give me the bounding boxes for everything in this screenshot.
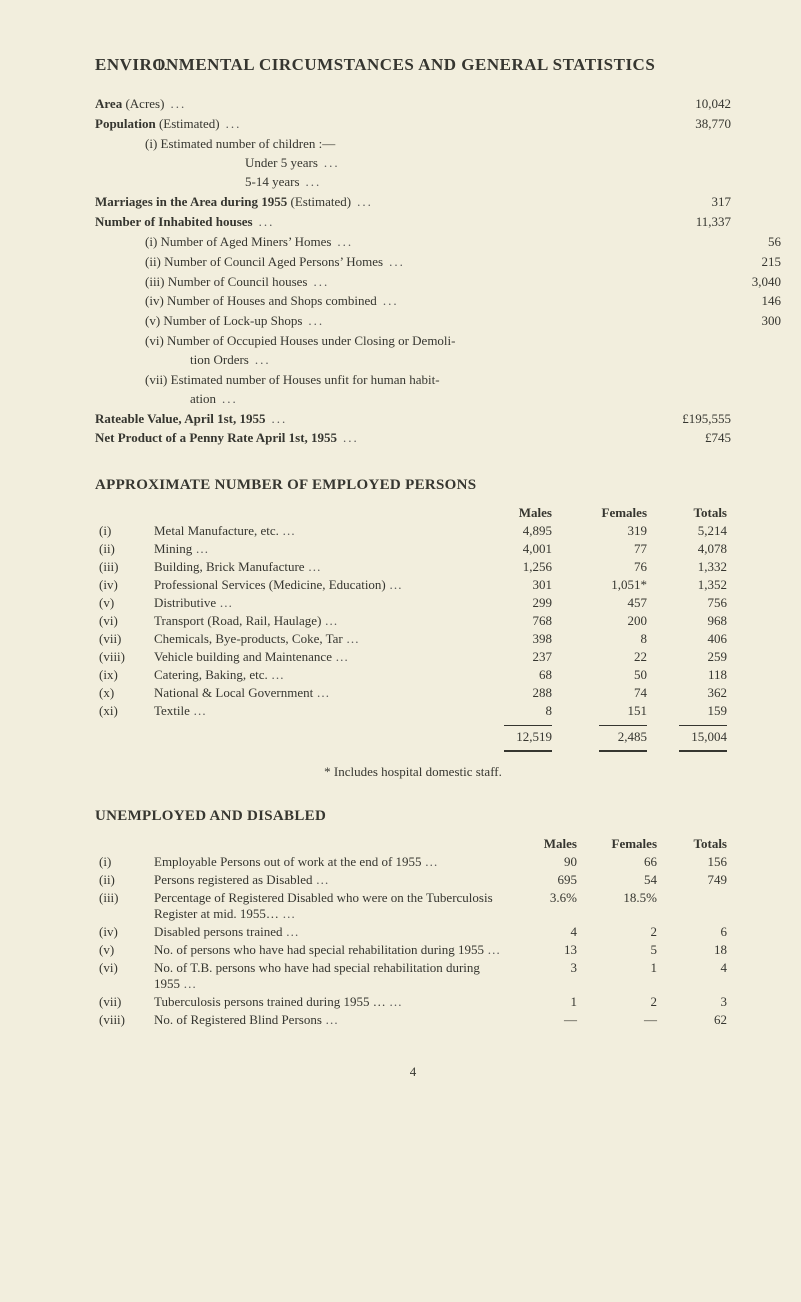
stat-value: 317 [671,193,731,212]
table-row: (iv)Disabled persons trained …426 [95,923,731,941]
stat-row: (vii) Estimated number of Houses unfit f… [95,371,781,390]
stat-label: (iv) Number of Houses and Shops combined [145,292,377,311]
stat-row: (i) Number of Aged Miners’ Homes...56 [95,233,781,253]
section-1: 1. ENVIRONMENTAL CIRCUMSTANCES AND GENER… [95,55,731,75]
stat-row: tion Orders...Nil [95,351,801,371]
col-females: Females [556,504,651,522]
section-1-number: 1. [155,55,168,75]
section-2-heading: APPROXIMATE NUMBER OF EMPLOYED PERSONS [95,477,731,494]
stat-label: 5-14 years [245,173,300,192]
stat-row: (ii) Number of Council Aged Persons’ Hom… [95,253,781,273]
stat-label: Rateable Value, April 1st, 1955 [95,410,265,429]
table-row: (iii)Building, Brick Manufacture …1,2567… [95,558,731,576]
totals-row: 12,519 2,485 15,004 [95,728,731,746]
stat-row: (iv) Number of Houses and Shops combined… [95,292,781,312]
total-females: 2,485 [556,728,651,746]
table-row: (i)Employable Persons out of work at the… [95,853,731,871]
stat-label: Marriages in the Area during 1955 (Estim… [95,193,351,212]
stat-value: £745 [671,429,731,448]
table-row: (vii)Chemicals, Bye-products, Coke, Tar … [95,630,731,648]
table-footnote: * Includes hospital domestic staff. [95,764,731,780]
stat-label: (v) Number of Lock-up Shops [145,312,302,331]
col-females-3: Females [581,835,661,853]
unemployed-disabled-table: Males Females Totals (i)Employable Perso… [95,835,731,1029]
stat-row: (iii) Number of Council houses...3,040 [95,273,781,293]
page-number: 4 [95,1064,731,1080]
table-row: (v)No. of persons who have had special r… [95,941,731,959]
stat-value: 38,770 [671,115,731,134]
stat-value: 215 [721,253,781,272]
table-row: (xi)Textile …8151159 [95,702,731,720]
stat-label: ation [190,390,216,409]
table-row: (iv)Professional Services (Medicine, Edu… [95,576,731,594]
stat-value: 300 [721,312,781,331]
table-row: (viii)Vehicle building and Maintenance …… [95,648,731,666]
stat-row: (i) Estimated number of children :— [95,135,781,154]
table-row: (vii)Tuberculosis persons trained during… [95,993,731,1011]
stat-value: £195,555 [671,410,731,429]
section-3-heading: UNEMPLOYED AND DISABLED [95,808,731,825]
table-row: (iii)Percentage of Registered Disabled w… [95,889,731,923]
stat-row: Area (Acres)...10,042 [95,95,731,115]
stat-row: Marriages in the Area during 1955 (Estim… [95,193,731,213]
stat-label: (iii) Number of Council houses [145,273,307,292]
stat-row: Population (Estimated)...38,770 [95,115,731,135]
stat-label: Area (Acres) [95,95,164,114]
stat-label: (vii) Estimated number of Houses unfit f… [145,371,440,390]
table-row: (ii)Persons registered as Disabled …6955… [95,871,731,889]
stat-value: Nil [766,351,801,370]
table-row: (x)National & Local Government …28874362 [95,684,731,702]
stat-label: (i) Number of Aged Miners’ Homes [145,233,331,252]
section-1-body: Area (Acres)...10,042Population (Estimat… [95,95,731,449]
employed-persons-table: Males Females Totals (i)Metal Manufactur… [95,504,731,754]
stat-value: 56 [721,233,781,252]
stat-row: Rateable Value, April 1st, 1955...£195,5… [95,410,731,430]
stat-row: ation...376 [95,390,801,410]
col-males: Males [476,504,556,522]
stat-row: (v) Number of Lock-up Shops...300 [95,312,781,332]
table-row: (v)Distributive …299457756 [95,594,731,612]
col-totals-3: Totals [661,835,731,853]
stat-row: 5-14 years...6,600 [95,173,801,193]
stat-row: Under 5 years...3,069 [95,154,801,174]
stat-label: Net Product of a Penny Rate April 1st, 1… [95,429,337,448]
col-totals: Totals [651,504,731,522]
table-row: (vi)No. of T.B. persons who have had spe… [95,959,731,993]
stat-value: 3,040 [721,273,781,292]
table-row: (i)Metal Manufacture, etc. …4,8953195,21… [95,522,731,540]
col-males-3: Males [511,835,581,853]
stat-label: Under 5 years [245,154,318,173]
total-all: 15,004 [651,728,731,746]
table-row: (vi)Transport (Road, Rail, Haulage) …768… [95,612,731,630]
stat-row: Number of Inhabited houses...11,337 [95,213,731,233]
stat-label: Number of Inhabited houses [95,213,253,232]
stat-label: Population (Estimated) [95,115,220,134]
table-row: (ii)Mining …4,001774,078 [95,540,731,558]
stat-label: (i) Estimated number of children :— [145,135,335,154]
table-row: (viii)No. of Registered Blind Persons …—… [95,1011,731,1029]
total-males: 12,519 [476,728,556,746]
section-1-heading: ENVIRONMENTAL CIRCUMSTANCES AND GENERAL … [95,55,731,75]
stat-value: 376 [766,390,801,409]
stat-label: (ii) Number of Council Aged Persons’ Hom… [145,253,383,272]
stat-row: (vi) Number of Occupied Houses under Clo… [95,332,781,351]
stat-label: tion Orders [190,351,249,370]
table-row: (ix)Catering, Baking, etc. …6850118 [95,666,731,684]
stat-value: 10,042 [671,95,731,114]
stat-row: Net Product of a Penny Rate April 1st, 1… [95,429,731,449]
page: 1. ENVIRONMENTAL CIRCUMSTANCES AND GENER… [0,0,801,1302]
stat-value: 11,337 [671,213,731,232]
stat-value: 146 [721,292,781,311]
stat-label: (vi) Number of Occupied Houses under Clo… [145,332,456,351]
